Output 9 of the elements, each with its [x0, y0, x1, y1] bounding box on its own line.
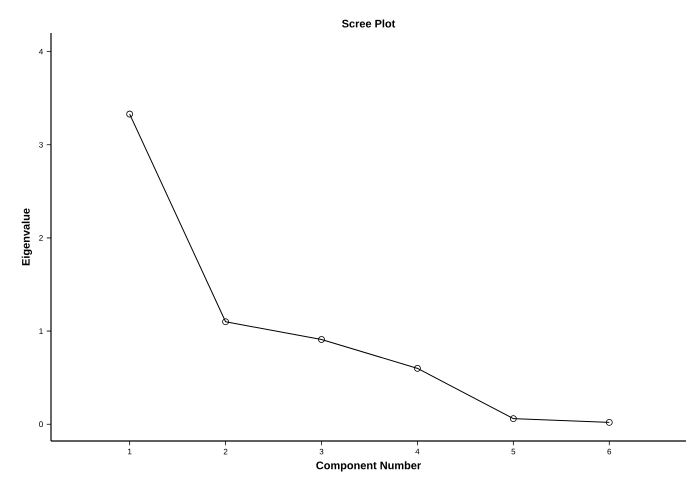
- x-axis-title: Component Number: [316, 461, 421, 472]
- chart-title: Scree Plot: [342, 19, 396, 28]
- point: [318, 336, 325, 343]
- point: [414, 364, 421, 372]
- point: [222, 318, 229, 326]
- point: [126, 110, 134, 118]
- y-axis-title: Eigenvalue: [22, 208, 32, 266]
- point: [510, 415, 517, 422]
- point: [606, 418, 613, 426]
